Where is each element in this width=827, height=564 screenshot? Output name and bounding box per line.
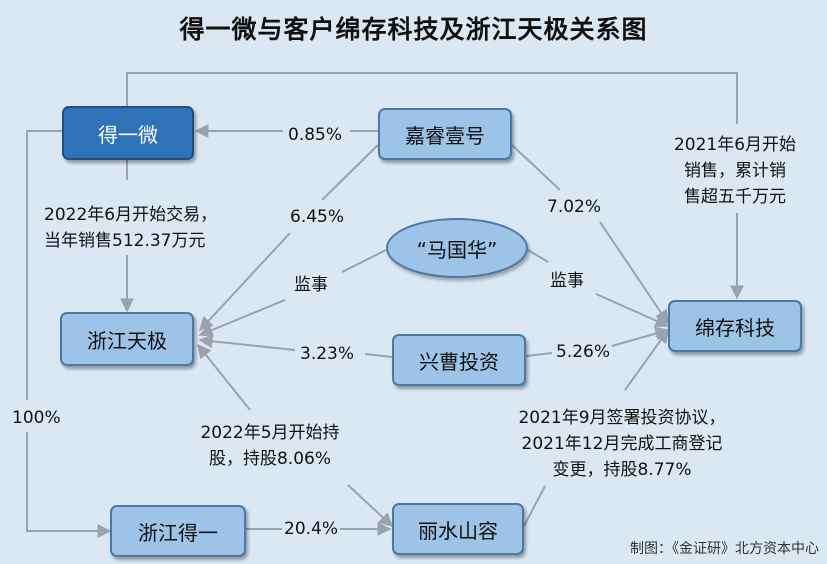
label-invest-2021-line3: 变更，持股8.77% <box>552 460 692 480</box>
line-xingcao-mianchun <box>525 352 553 357</box>
node-lishui: 丽水山容 <box>392 503 524 555</box>
label-sales-2021-line2: 销售，累计销 <box>684 161 786 181</box>
label-pct-323: 3.23% <box>300 344 355 364</box>
label-hold-2022: 2022年5月开始持 股，持股8.06% <box>182 420 358 472</box>
label-invest-2021-line1: 2021年9月签署投资协议， <box>518 408 726 428</box>
label-sales-2021-line3: 售超五千万元 <box>684 187 786 207</box>
label-pct-526: 5.26% <box>556 342 611 362</box>
line-deyiwei-mianchun-top <box>126 72 738 124</box>
line-xingcao-tianji <box>198 334 296 351</box>
node-zhejiang-tianji: 浙江天极 <box>60 312 194 366</box>
line-deyiwei-zhejiangdeyi <box>26 130 62 400</box>
label-invest-2021: 2021年9月签署投资协议， 2021年12月完成工商登记 变更，持股8.77% <box>494 405 750 483</box>
line-jiarui-mianchun <box>511 144 561 191</box>
line-lishui-mianchun <box>624 328 669 391</box>
node-jiarui: 嘉睿壹号 <box>378 108 512 160</box>
label-pct-085: 0.85% <box>288 125 343 145</box>
label-sales-2021: 2021年6月开始 销售，累计销 售超五千万元 <box>660 132 810 210</box>
node-xingcao: 兴曹投资 <box>392 334 526 386</box>
label-pct-702: 7.02% <box>547 197 602 217</box>
label-pct-204: 20.4% <box>284 519 339 539</box>
label-sales-2021-line1: 2021年6月开始 <box>673 135 797 155</box>
label-jianshi-left: 监事 <box>294 275 328 295</box>
label-hold-2022-line1: 2022年5月开始持 <box>200 423 340 443</box>
line-jiarui-tianji <box>321 144 379 201</box>
label-jianshi-right: 监事 <box>550 271 584 291</box>
label-invest-2021-line2: 2021年12月完成工商登记 <box>521 434 723 454</box>
node-deyiwei: 得一微 <box>62 106 194 160</box>
label-pct-645: 6.45% <box>290 207 345 227</box>
line-maguohua-tianji <box>341 249 387 273</box>
node-maguohua: “马国华” <box>386 218 528 278</box>
label-trade-2022: 2022年6月开始交易， 当年销售512.37万元 <box>44 202 217 254</box>
label-trade-2022-line2: 当年销售512.37万元 <box>44 231 206 251</box>
node-zhejiang-deyi: 浙江得一 <box>110 505 246 557</box>
label-trade-2022-line1: 2022年6月开始交易， <box>44 205 218 225</box>
credit-text: 制图：《金证研》北方资本中心 <box>630 541 819 557</box>
diagram-title: 得一微与客户绵存科技及浙江天极关系图 <box>179 15 648 44</box>
label-pct-100: 100% <box>12 408 61 428</box>
node-mianchun: 绵存科技 <box>668 300 802 352</box>
line-maguohua-mianchun <box>527 249 549 263</box>
line-lishui-tianji <box>197 343 251 411</box>
label-hold-2022-line2: 股，持股8.06% <box>208 449 331 469</box>
